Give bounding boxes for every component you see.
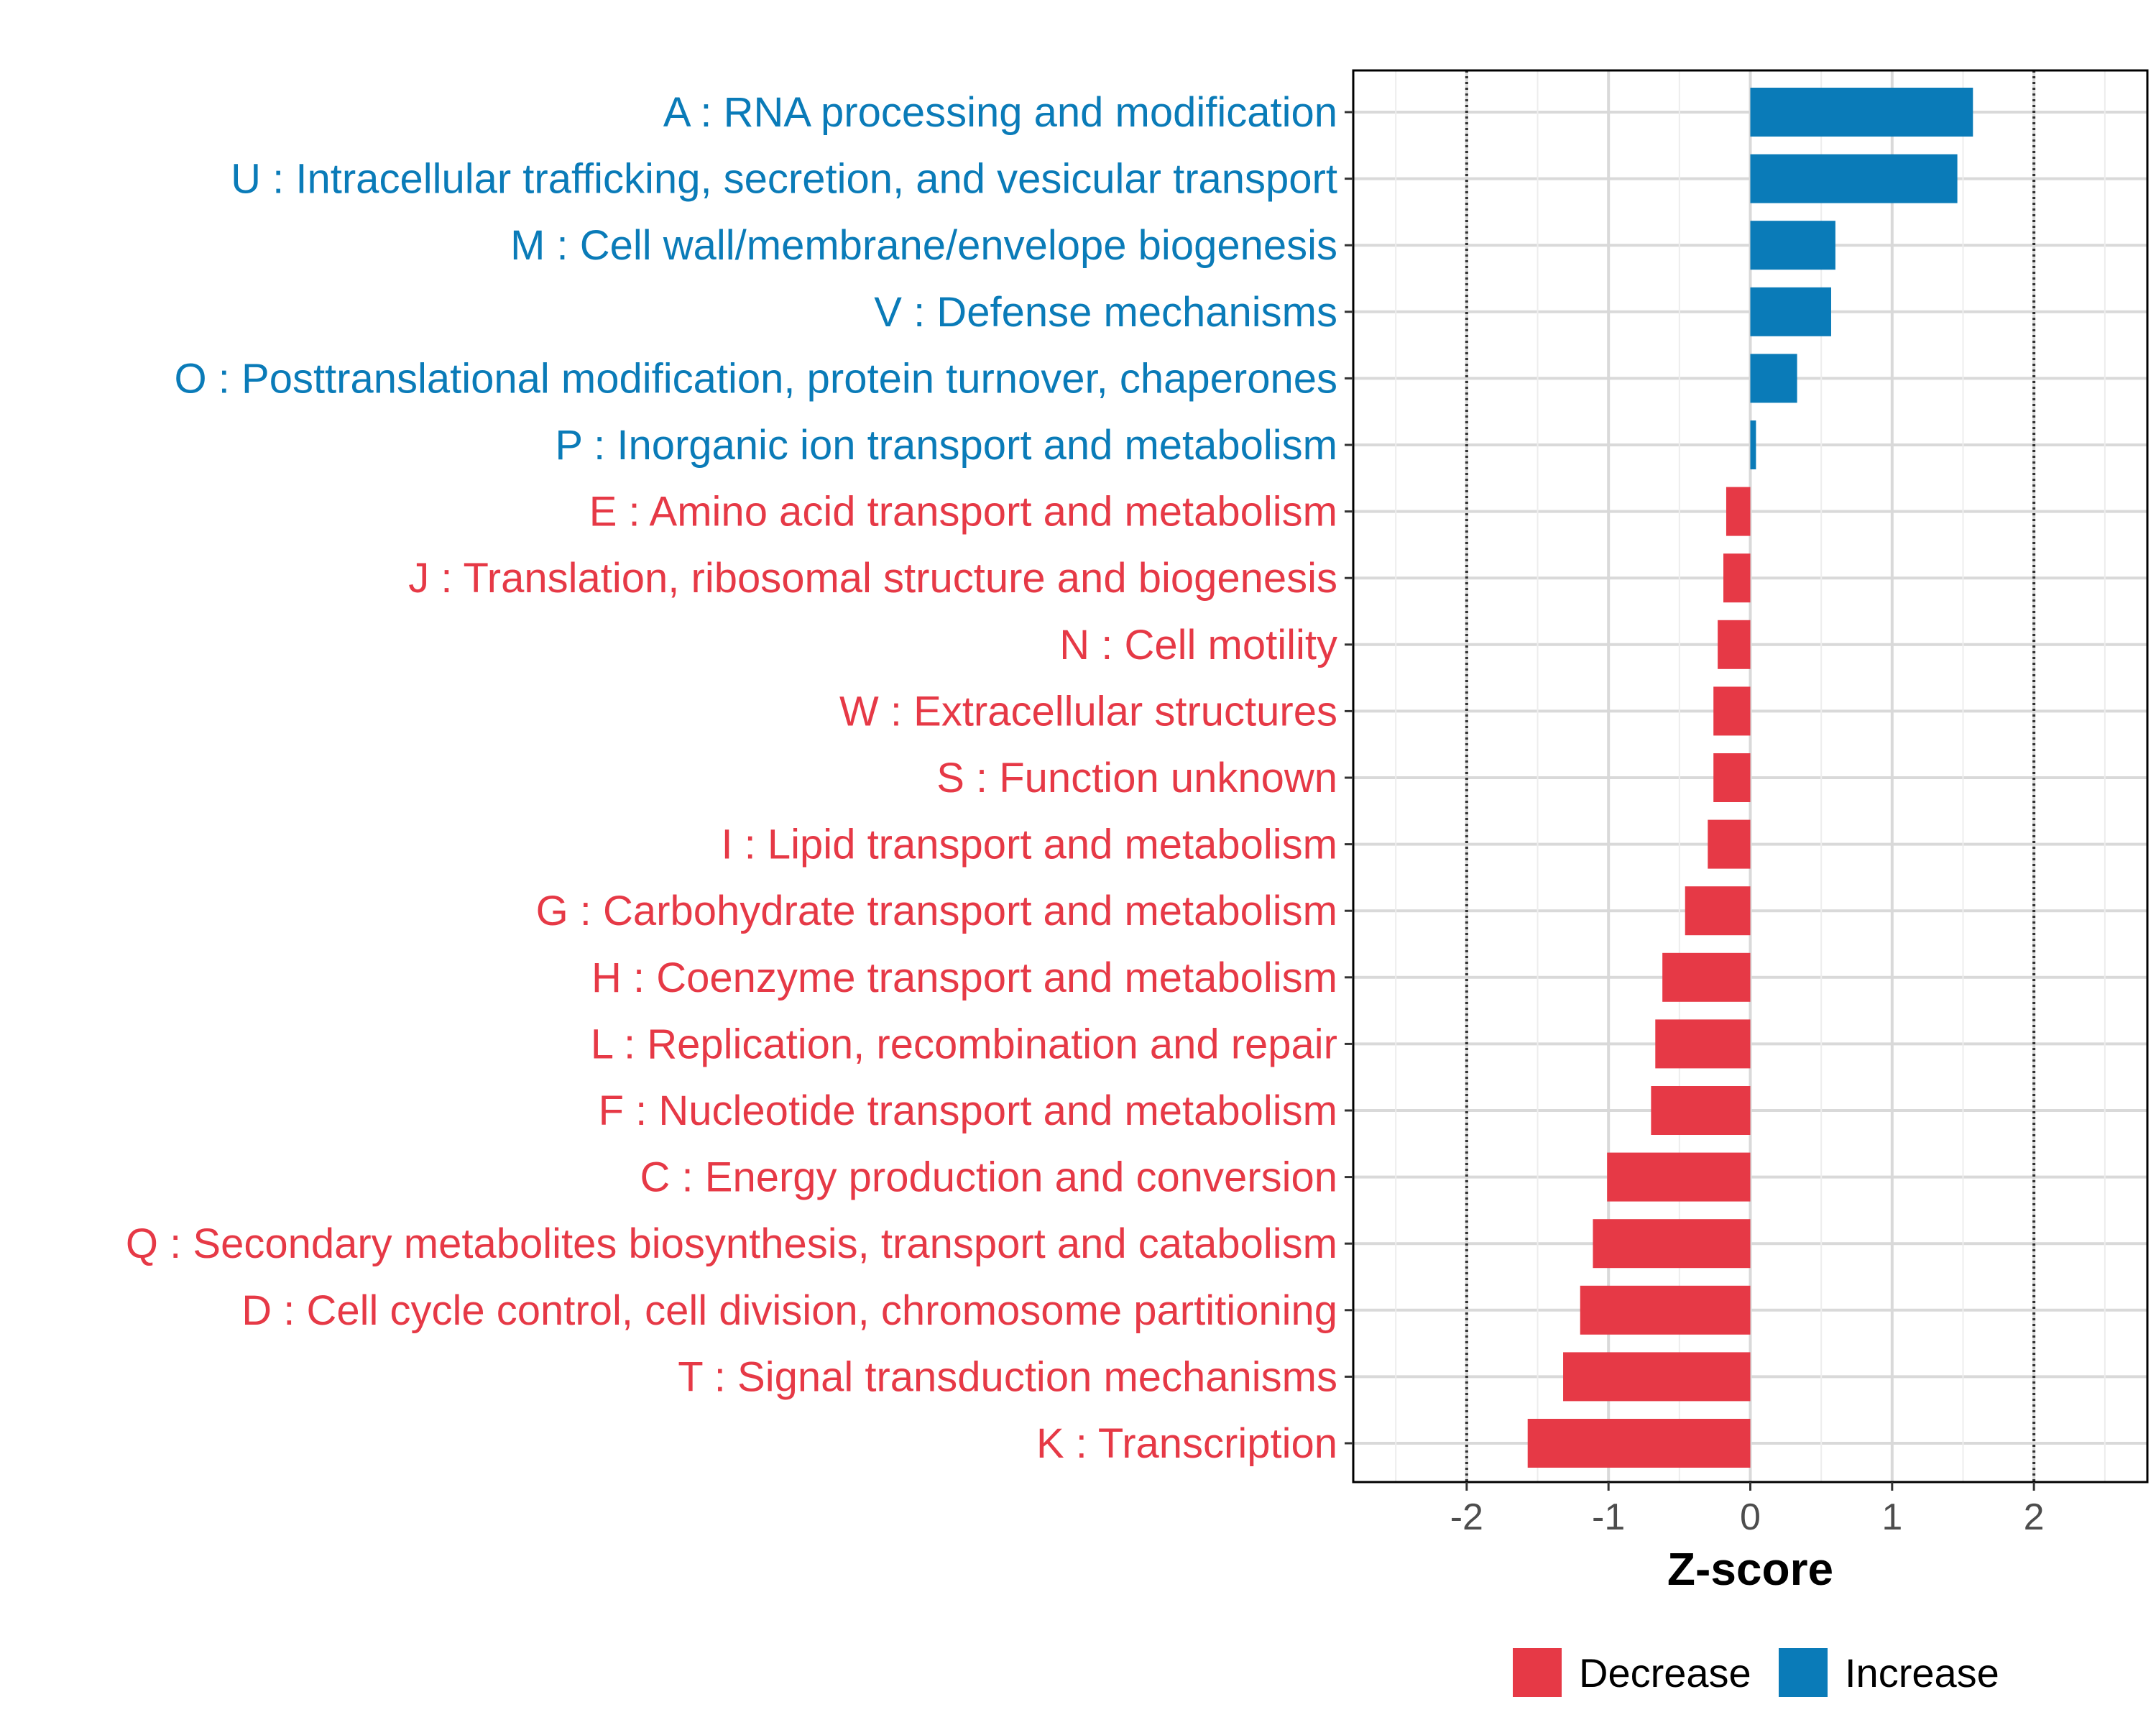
bar-v: [1750, 287, 1831, 336]
category-label: F : Nucleotide transport and metabolism: [599, 1087, 1337, 1134]
category-label: O : Posttranslational modification, prot…: [175, 355, 1337, 402]
legend-swatch-decrease: [1513, 1648, 1562, 1697]
category-label: T : Signal transduction mechanisms: [678, 1353, 1337, 1400]
category-label: H : Coenzyme transport and metabolism: [591, 954, 1337, 1001]
bar-d: [1580, 1285, 1751, 1335]
category-label: Q : Secondary metabolites biosynthesis, …: [126, 1220, 1337, 1267]
x-tick-label: 0: [1740, 1496, 1761, 1538]
bar-e: [1726, 487, 1751, 536]
category-label: E : Amino acid transport and metabolism: [589, 489, 1337, 535]
bars: [1527, 88, 1973, 1468]
legend-swatch-increase: [1779, 1648, 1828, 1697]
category-label: I : Lipid transport and metabolism: [721, 822, 1337, 868]
bar-p: [1750, 420, 1756, 469]
bar-f: [1651, 1086, 1751, 1135]
category-label: L : Replication, recombination and repai…: [591, 1021, 1337, 1067]
legend-label-decrease: Decrease: [1579, 1650, 1751, 1696]
category-label: S : Function unknown: [936, 755, 1337, 801]
bar-k: [1527, 1419, 1751, 1468]
category-label: C : Energy production and conversion: [640, 1154, 1337, 1201]
category-label: W : Extracellular structures: [839, 688, 1337, 735]
bar-q: [1593, 1219, 1751, 1269]
bar-t: [1563, 1352, 1751, 1402]
x-axis-title: Z-score: [1667, 1543, 1833, 1595]
category-label: N : Cell motility: [1059, 622, 1337, 668]
category-label: K : Transcription: [1036, 1420, 1337, 1467]
x-axis: -2 -1 0 1 2: [1450, 1482, 2045, 1538]
bar-a: [1750, 88, 1973, 137]
category-label: M : Cell wall/membrane/envelope biogenes…: [510, 222, 1337, 269]
x-tick-label: -1: [1592, 1496, 1625, 1538]
x-tick-label: 1: [1881, 1496, 1902, 1538]
x-tick-label: -2: [1450, 1496, 1483, 1538]
bar-w: [1713, 686, 1751, 736]
y-axis: A : RNA processing and modification U : I…: [126, 89, 1353, 1467]
bar-i: [1708, 819, 1751, 869]
category-label: G : Carbohydrate transport and metabolis…: [536, 888, 1337, 934]
category-label: P : Inorganic ion transport and metaboli…: [555, 422, 1337, 469]
bar-j: [1723, 553, 1751, 603]
bar-l: [1655, 1019, 1751, 1069]
bar-h: [1662, 952, 1751, 1002]
bar-n: [1718, 620, 1751, 669]
bar-o: [1750, 354, 1797, 403]
category-label: V : Defense mechanisms: [874, 289, 1337, 336]
category-label: A : RNA processing and modification: [663, 89, 1337, 136]
bar-c: [1607, 1152, 1751, 1202]
bar-g: [1685, 886, 1751, 936]
bar-s: [1713, 753, 1751, 802]
category-label: U : Intracellular trafficking, secretion…: [231, 156, 1337, 203]
legend-label-increase: Increase: [1845, 1650, 1999, 1696]
category-label: J : Translation, ribosomal structure and…: [408, 555, 1337, 602]
x-tick-label: 2: [2024, 1496, 2045, 1538]
category-label: D : Cell cycle control, cell division, c…: [241, 1287, 1337, 1334]
bar-m: [1750, 221, 1835, 270]
bar-u: [1750, 154, 1958, 203]
legend: Decrease Increase: [1513, 1648, 1999, 1697]
